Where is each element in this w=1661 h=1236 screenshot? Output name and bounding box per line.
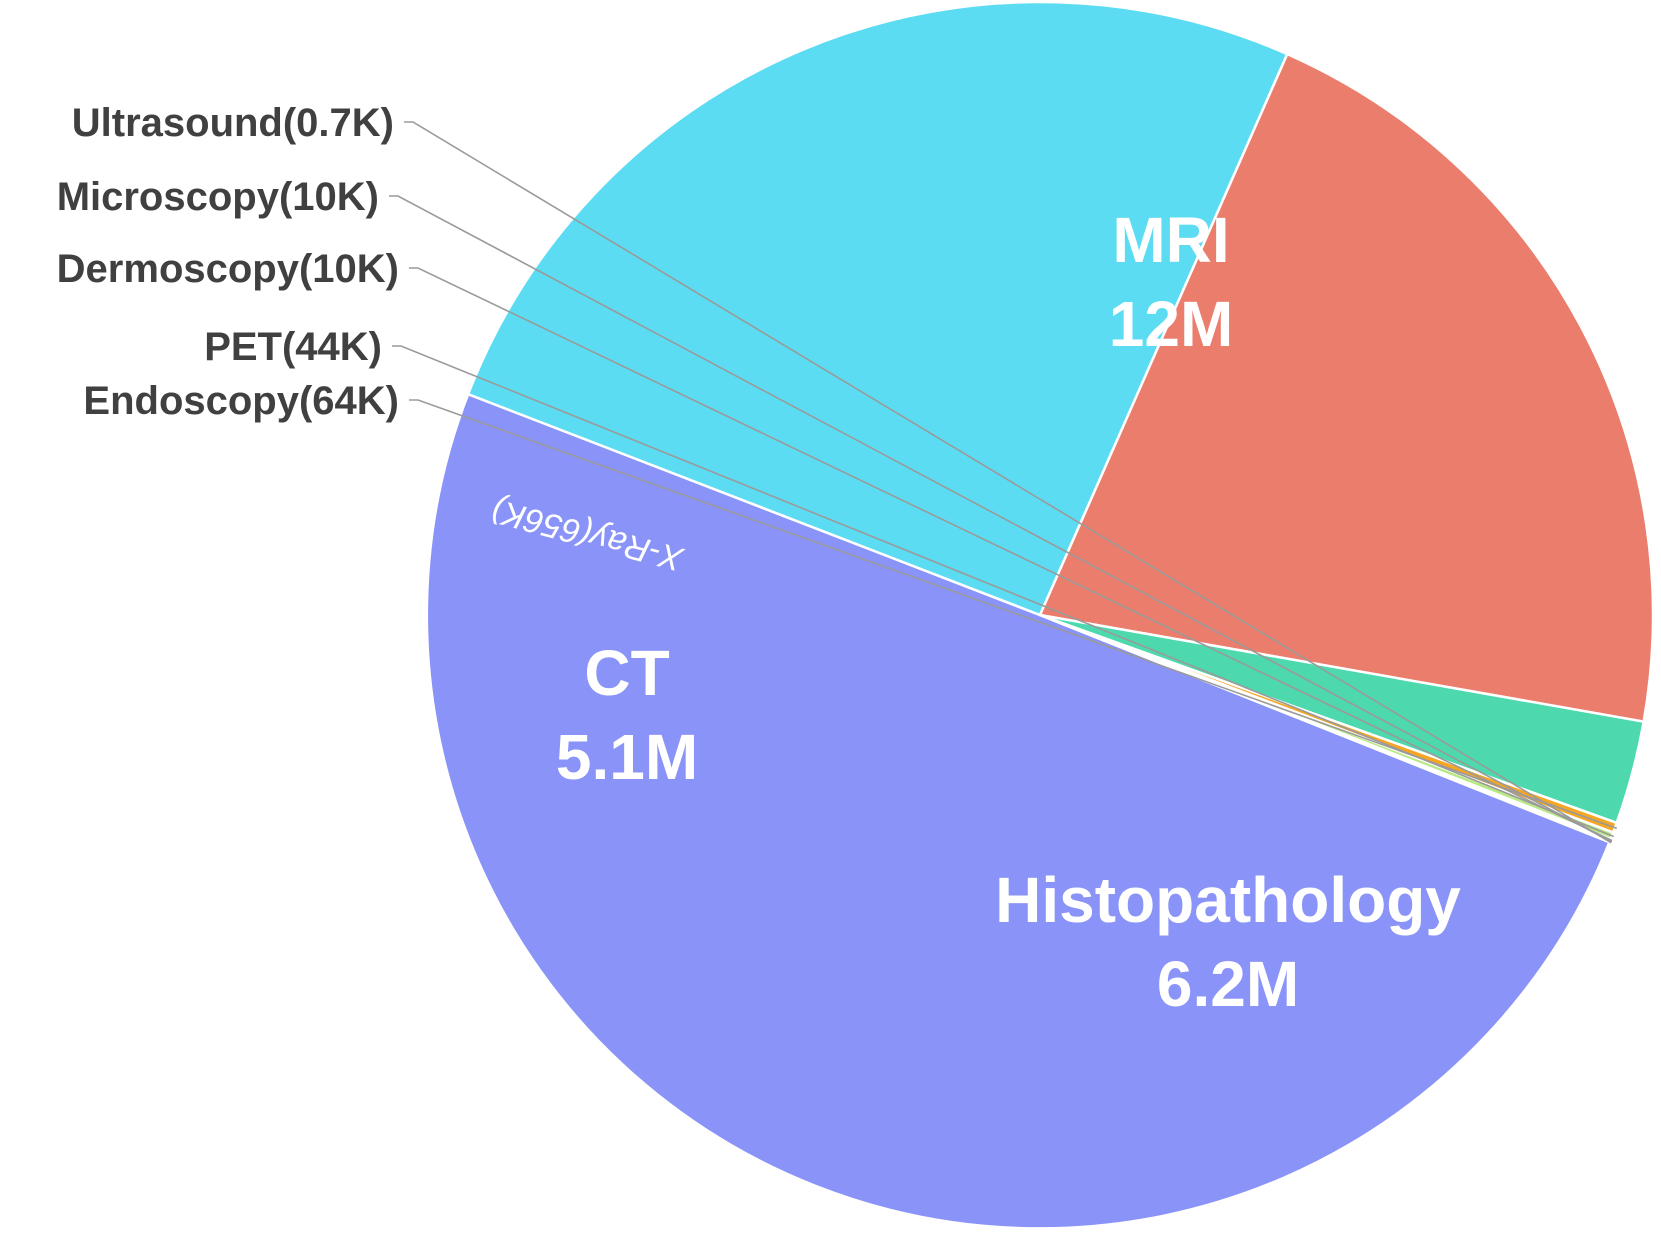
leader-line-microscopy — [389, 195, 1612, 843]
leader-line-ultrasound — [404, 121, 1612, 844]
slice-mri — [425, 392, 1611, 1230]
label-microscopy: Microscopy(10K) — [57, 175, 379, 219]
leader-line-pet — [392, 345, 1614, 838]
leader-line-endoscopy — [409, 399, 1618, 830]
leader-lines — [389, 121, 1618, 844]
label-mri: MRI — [1112, 204, 1229, 276]
label-histopathology: Histopathology — [995, 864, 1461, 936]
pie-slices — [425, 0, 1655, 1230]
label-ultrasound: Ultrasound(0.7K) — [72, 101, 394, 145]
slice-ct — [1038, 52, 1655, 724]
value-ct: 5.1M — [556, 721, 698, 793]
value-mri: 12M — [1109, 288, 1234, 360]
label-endoscopy: Endoscopy(64K) — [83, 379, 399, 423]
slice-labels: MRI12MHistopathology6.2MCT5.1MX-Ray(656K… — [57, 101, 1462, 1020]
slice-histopathology — [466, 0, 1289, 617]
label-pet: PET(44K) — [204, 325, 382, 369]
value-histopathology: 6.2M — [1157, 948, 1299, 1020]
leader-line-dermoscopy — [409, 267, 1613, 842]
label-ct: CT — [584, 637, 669, 709]
label-dermoscopy: Dermoscopy(10K) — [57, 247, 399, 291]
